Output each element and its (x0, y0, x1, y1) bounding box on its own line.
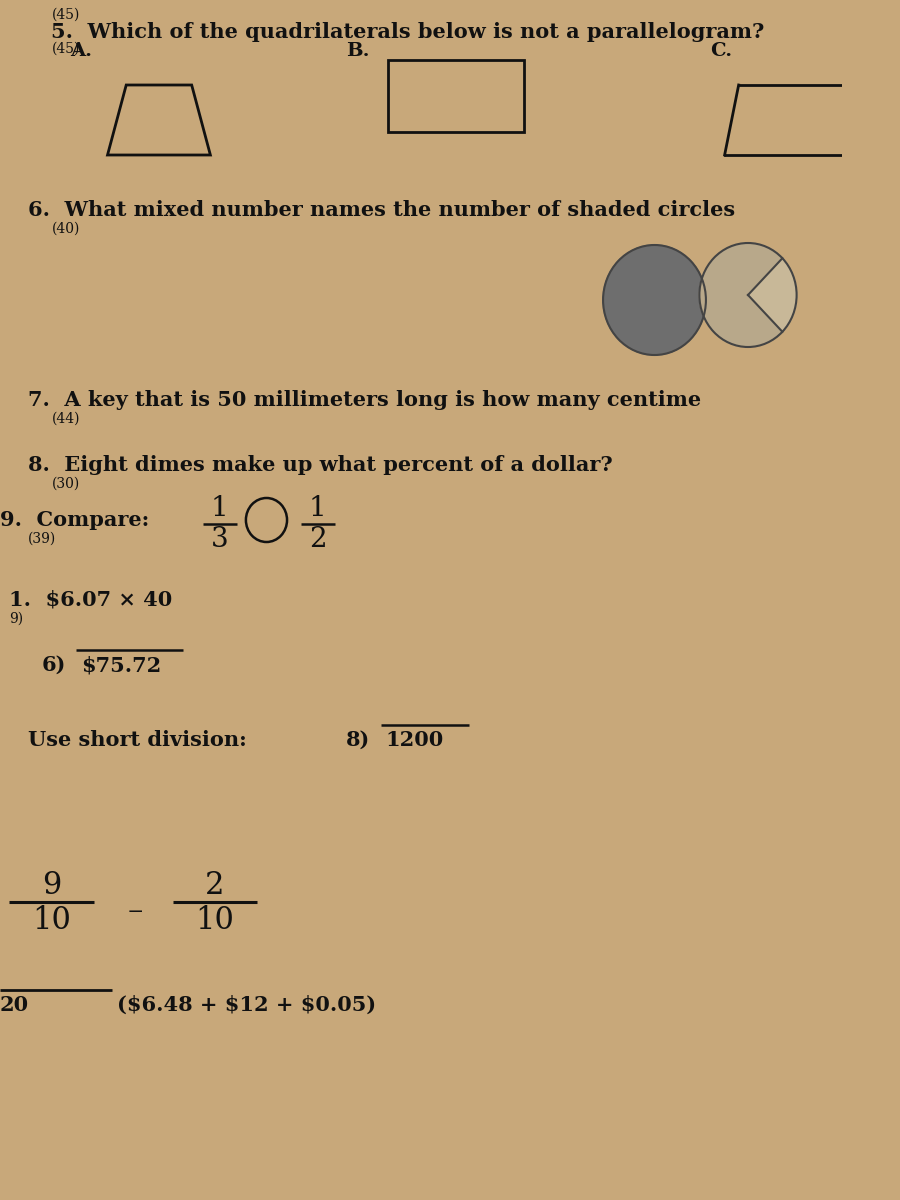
Text: 2: 2 (309, 526, 327, 553)
Text: 1.  $6.07 × 40: 1. $6.07 × 40 (9, 590, 173, 610)
Text: (44): (44) (51, 412, 80, 426)
Text: 8.  Eight dimes make up what percent of a dollar?: 8. Eight dimes make up what percent of a… (28, 455, 613, 475)
Text: C.: C. (711, 42, 733, 60)
Text: $75.72: $75.72 (81, 655, 162, 674)
Text: (40): (40) (51, 222, 80, 236)
Text: 6.  What mixed number names the number of shaded circles: 6. What mixed number names the number of… (28, 200, 735, 220)
Text: (45): (45) (51, 8, 80, 22)
Text: 2: 2 (205, 870, 225, 901)
Text: 9.  Compare:: 9. Compare: (0, 510, 149, 530)
Text: A.: A. (70, 42, 92, 60)
Text: 10: 10 (195, 905, 235, 936)
Bar (388, 60, 524, 132)
Text: 3: 3 (211, 526, 229, 553)
Text: (39): (39) (28, 532, 57, 546)
Text: 6): 6) (42, 655, 67, 674)
Circle shape (603, 245, 706, 355)
Text: –: – (128, 895, 143, 926)
Text: 20: 20 (0, 995, 29, 1015)
Text: 8): 8) (346, 730, 370, 750)
Text: 1: 1 (309, 494, 327, 522)
Text: 7.  A key that is 50 millimeters long is how many centime: 7. A key that is 50 millimeters long is … (28, 390, 701, 410)
Circle shape (699, 242, 796, 347)
Text: 1200: 1200 (385, 730, 444, 750)
Text: 9: 9 (41, 870, 61, 901)
Text: B.: B. (346, 42, 370, 60)
Wedge shape (748, 258, 796, 331)
Text: (30): (30) (51, 476, 80, 491)
Text: 1: 1 (211, 494, 229, 522)
Text: ($6.48 + $12 + $0.05): ($6.48 + $12 + $0.05) (117, 995, 376, 1015)
Text: 5.  Which of the quadrilaterals below is not a parallelogram?: 5. Which of the quadrilaterals below is … (51, 22, 765, 42)
Text: 10: 10 (32, 905, 71, 936)
Text: Use short division:: Use short division: (28, 730, 261, 750)
Text: (45): (45) (51, 42, 80, 56)
Text: 9): 9) (9, 612, 23, 626)
